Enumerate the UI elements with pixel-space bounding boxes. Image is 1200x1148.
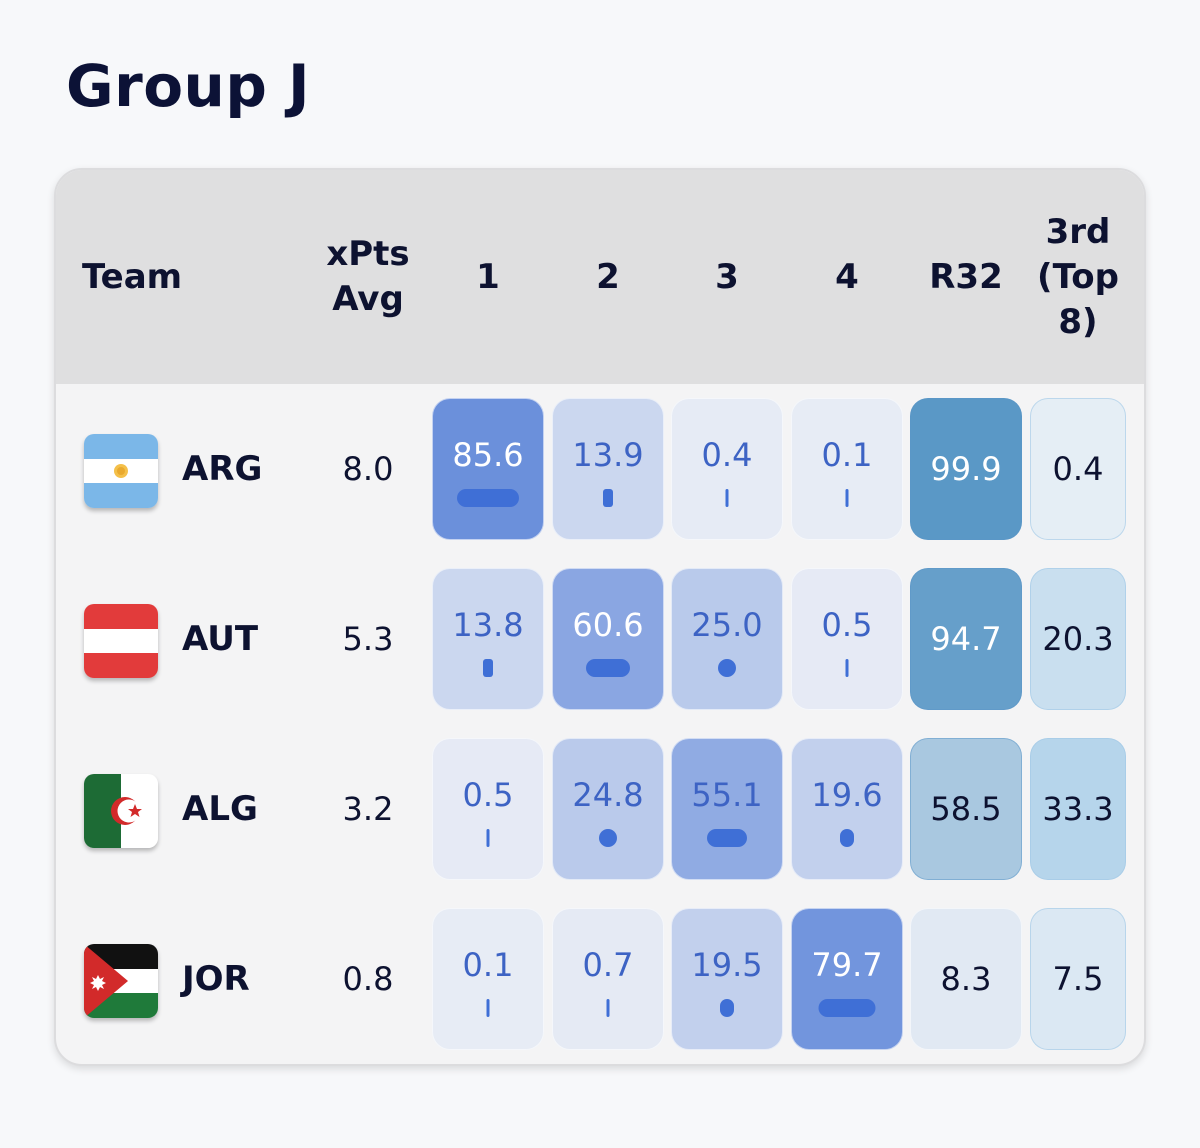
cell-value: 13.8 <box>452 606 524 644</box>
cell-p4: 19.6 <box>791 738 903 880</box>
probability-bar <box>486 999 490 1017</box>
cell-value: 7.5 <box>1052 960 1104 998</box>
probability-bar <box>725 489 729 507</box>
cell-value: 0.1 <box>462 946 514 984</box>
cell-value: 19.5 <box>691 946 763 984</box>
cell-p3: 55.1 <box>671 738 783 880</box>
cell-value: 33.3 <box>1042 790 1114 828</box>
group-table: Team xPts Avg 1 2 3 4 R32 3rd (Top 8) AR… <box>54 168 1146 1066</box>
cell-value: 0.1 <box>821 436 873 474</box>
team-code: ALG <box>182 789 258 829</box>
probability-bar <box>718 659 736 677</box>
cell-p4: 0.5 <box>791 568 903 710</box>
probability-bar <box>457 489 519 507</box>
xpts-avg-value: 0.8 <box>342 960 394 998</box>
algeria-flag-icon <box>84 774 158 848</box>
cell-value: 94.7 <box>930 620 1002 658</box>
probability-bar <box>840 829 854 847</box>
cell-third: 7.5 <box>1030 908 1126 1050</box>
cell-value: 60.6 <box>572 606 644 644</box>
probability-bar <box>845 659 849 677</box>
cell-third: 33.3 <box>1030 738 1126 880</box>
cell-p3: 0.4 <box>671 398 783 540</box>
probability-bar <box>603 489 613 507</box>
cell-value: 0.4 <box>701 436 753 474</box>
xpts-avg-value: 8.0 <box>342 450 394 488</box>
team-code: ARG <box>182 449 263 489</box>
cell-third: 0.4 <box>1030 398 1126 540</box>
cell-r32: 99.9 <box>910 398 1022 540</box>
cell-r32: 94.7 <box>910 568 1022 710</box>
cell-r32: 8.3 <box>910 908 1022 1050</box>
header-position-4[interactable]: 4 <box>835 256 859 297</box>
cell-value: 0.7 <box>582 946 634 984</box>
team-code: JOR <box>182 959 250 999</box>
cell-value: 24.8 <box>572 776 644 814</box>
table-header: Team xPts Avg 1 2 3 4 R32 3rd (Top 8) <box>56 170 1144 384</box>
cell-p4: 0.1 <box>791 398 903 540</box>
cell-p2: 13.9 <box>552 398 664 540</box>
cell-third: 20.3 <box>1030 568 1126 710</box>
cell-p1: 13.8 <box>432 568 544 710</box>
header-xpts-avg[interactable]: xPts Avg <box>326 234 410 319</box>
probability-bar <box>707 829 747 847</box>
header-position-1[interactable]: 1 <box>476 256 500 297</box>
cell-value: 55.1 <box>691 776 763 814</box>
probability-bar <box>845 489 849 507</box>
probability-bar <box>720 999 734 1017</box>
cell-value: 99.9 <box>930 450 1002 488</box>
page-title: Group J <box>66 52 311 120</box>
probability-bar <box>599 829 617 847</box>
cell-p2: 24.8 <box>552 738 664 880</box>
cell-value: 20.3 <box>1042 620 1114 658</box>
cell-value: 85.6 <box>452 436 524 474</box>
probability-bar <box>818 999 876 1017</box>
header-position-3[interactable]: 3 <box>715 256 739 297</box>
cell-value: 58.5 <box>930 790 1002 828</box>
cell-value: 0.5 <box>821 606 873 644</box>
cell-p2: 0.7 <box>552 908 664 1050</box>
argentina-flag-icon <box>84 434 158 508</box>
cell-value: 25.0 <box>691 606 763 644</box>
probability-bar <box>586 659 630 677</box>
cell-p3: 25.0 <box>671 568 783 710</box>
cell-p2: 60.6 <box>552 568 664 710</box>
austria-flag-icon <box>84 604 158 678</box>
cell-value: 0.4 <box>1052 450 1104 488</box>
cell-p4: 79.7 <box>791 908 903 1050</box>
header-team[interactable]: Team <box>82 256 183 297</box>
cell-value: 0.5 <box>462 776 514 814</box>
table-row[interactable]: ARG 8.0 85.6 13.9 0.4 0.1 99.9 0.4 <box>56 384 1144 554</box>
header-third-top8[interactable]: 3rd (Top 8) <box>1037 211 1119 342</box>
table-row[interactable]: ALG 3.2 0.5 24.8 55.1 19.6 58.5 33.3 <box>56 724 1144 894</box>
header-position-2[interactable]: 2 <box>596 256 620 297</box>
table-row[interactable]: AUT 5.3 13.8 60.6 25.0 0.5 94.7 20.3 <box>56 554 1144 724</box>
cell-value: 19.6 <box>811 776 883 814</box>
jordan-flag-icon <box>84 944 158 1018</box>
probability-bar <box>483 659 493 677</box>
cell-p3: 19.5 <box>671 908 783 1050</box>
xpts-avg-value: 5.3 <box>342 620 394 658</box>
cell-value: 13.9 <box>572 436 644 474</box>
probability-bar <box>606 999 610 1017</box>
cell-p1: 85.6 <box>432 398 544 540</box>
cell-value: 8.3 <box>940 960 992 998</box>
cell-p1: 0.5 <box>432 738 544 880</box>
probability-bar <box>486 829 490 847</box>
team-code: AUT <box>182 619 259 659</box>
cell-value: 79.7 <box>811 946 883 984</box>
cell-r32: 58.5 <box>910 738 1022 880</box>
header-r32[interactable]: R32 <box>929 256 1003 297</box>
xpts-avg-value: 3.2 <box>342 790 394 828</box>
cell-p1: 0.1 <box>432 908 544 1050</box>
table-row[interactable]: JOR 0.8 0.1 0.7 19.5 79.7 8.3 7.5 <box>56 894 1144 1064</box>
